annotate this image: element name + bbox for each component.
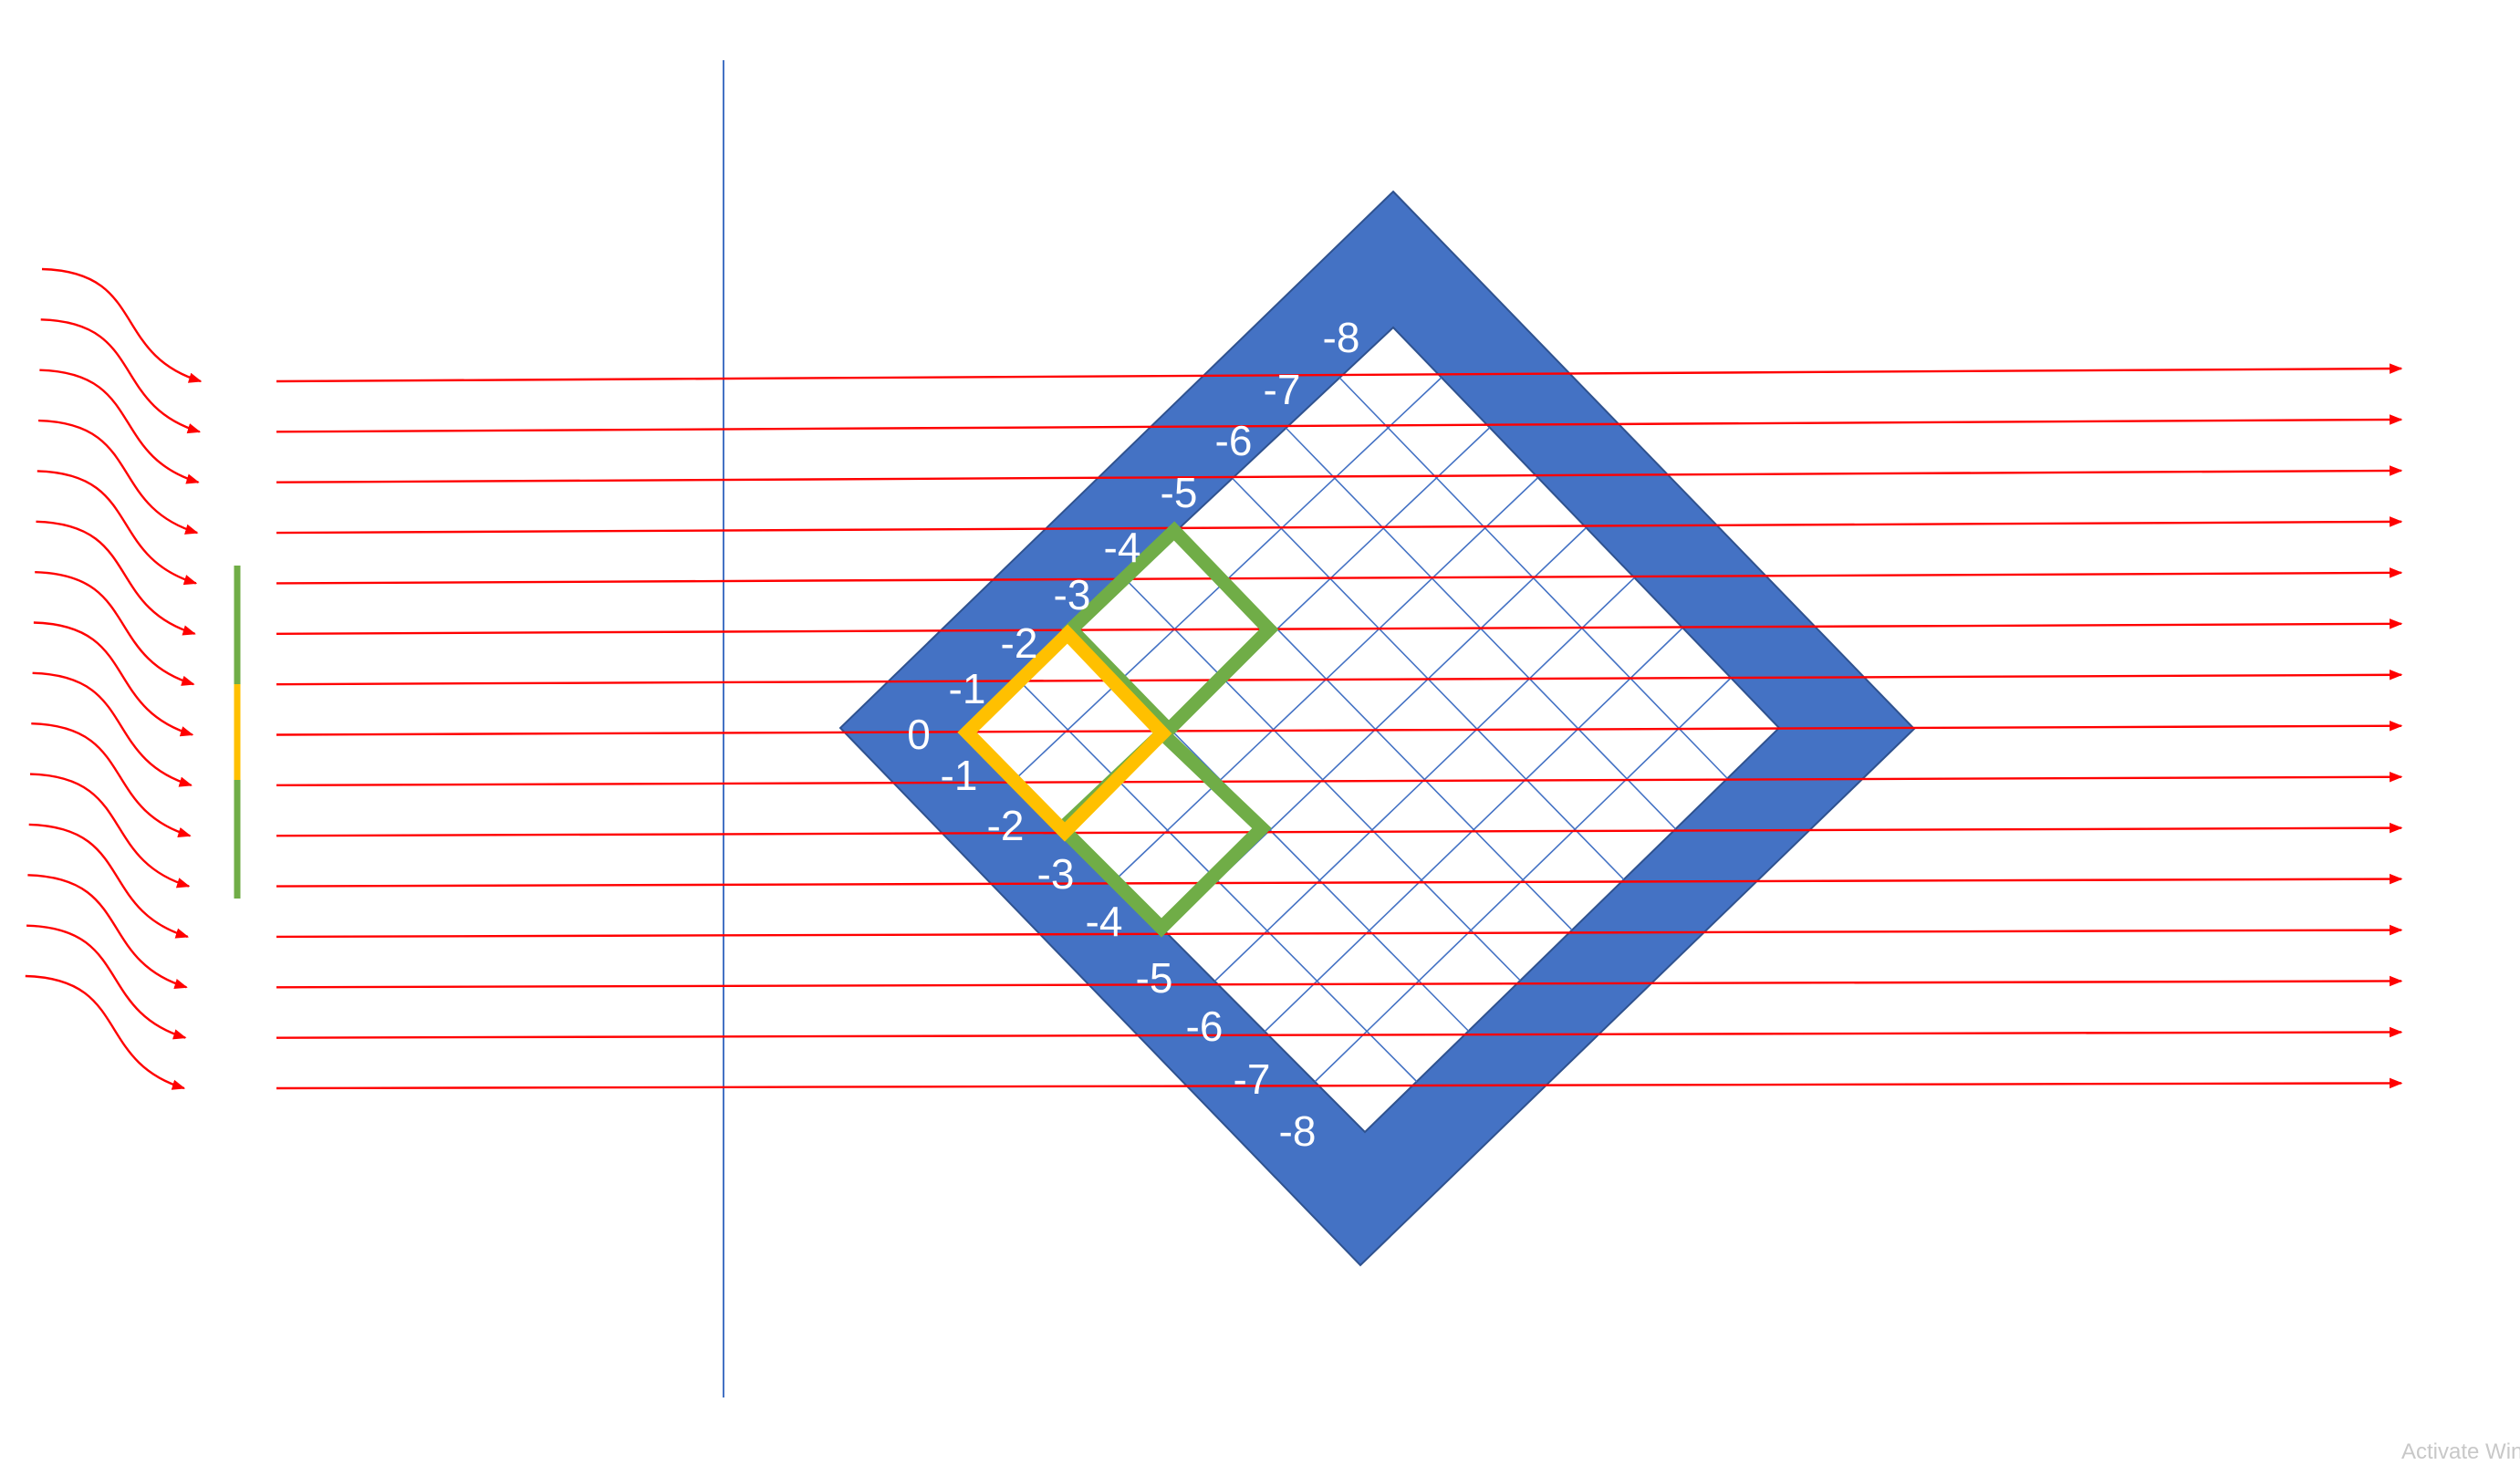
label-upper-neg8: -8 bbox=[1323, 314, 1360, 361]
ray-9 bbox=[276, 771, 2403, 787]
label-lower-neg6: -6 bbox=[1186, 1003, 1224, 1050]
wave-arrow-15 bbox=[25, 974, 186, 1090]
label-upper-neg3: -3 bbox=[1054, 571, 1091, 618]
lower-edge-labels: -1 -2 -3 -4 -5 -6 -7 -8 bbox=[941, 752, 1317, 1155]
ray-2 bbox=[276, 414, 2403, 433]
ray-13 bbox=[276, 975, 2403, 989]
grid-line-a-7 bbox=[1314, 677, 1732, 1083]
upper-green-square bbox=[1061, 521, 1279, 740]
wave-arrow-12 bbox=[28, 823, 190, 939]
ray-15 bbox=[276, 1077, 2403, 1090]
wave-arrow-14 bbox=[26, 924, 187, 1040]
label-upper-neg7: -7 bbox=[1264, 366, 1301, 413]
wave-arrow-1 bbox=[41, 267, 203, 383]
label-lower-neg8: -8 bbox=[1279, 1107, 1317, 1155]
label-upper-0: 0 bbox=[907, 711, 931, 758]
ray-14 bbox=[276, 1026, 2403, 1039]
wave-arrow-2 bbox=[40, 318, 202, 434]
wave-arrow-3 bbox=[39, 369, 200, 484]
label-upper-neg1: -1 bbox=[949, 665, 986, 712]
ray-5 bbox=[276, 567, 2403, 585]
horizontal-rays bbox=[276, 363, 2403, 1090]
wave-arrow-6 bbox=[36, 520, 196, 636]
ray-6 bbox=[276, 618, 2403, 635]
wave-arrow-4 bbox=[38, 419, 199, 535]
label-lower-neg7: -7 bbox=[1234, 1055, 1271, 1103]
center-yellow-square bbox=[957, 624, 1172, 842]
ray-10 bbox=[276, 822, 2403, 837]
label-lower-neg2: -2 bbox=[987, 802, 1025, 849]
ray-12 bbox=[276, 924, 2403, 939]
activation-watermark: Activate Windows bbox=[2401, 1439, 2520, 1464]
wave-arrow-7 bbox=[35, 570, 195, 686]
label-upper-neg2: -2 bbox=[1001, 619, 1038, 667]
label-upper-neg5: -5 bbox=[1161, 469, 1198, 516]
wave-arrow-10 bbox=[31, 722, 192, 837]
label-upper-neg6: -6 bbox=[1215, 417, 1253, 464]
wave-arrow-9 bbox=[32, 671, 193, 787]
label-lower-neg3: -3 bbox=[1037, 850, 1075, 898]
grid-line-a-6 bbox=[1264, 627, 1683, 1033]
wave-arrow-11 bbox=[29, 773, 191, 888]
ray-4 bbox=[276, 516, 2403, 535]
ray-3 bbox=[276, 465, 2403, 483]
ray-11 bbox=[276, 873, 2403, 888]
label-lower-neg5: -5 bbox=[1136, 954, 1173, 1002]
incoming-wave-arrows bbox=[25, 267, 203, 1090]
ray-1 bbox=[276, 363, 2403, 383]
wave-arrow-13 bbox=[27, 874, 188, 990]
ray-7 bbox=[276, 670, 2403, 686]
label-lower-neg4: -4 bbox=[1086, 898, 1123, 945]
upper-edge-labels: 0 -1 -2 -3 -4 -5 -6 -7 -8 bbox=[907, 314, 1359, 758]
label-upper-neg4: -4 bbox=[1104, 524, 1141, 571]
grid-line-a-5 bbox=[1213, 577, 1635, 982]
ray-8 bbox=[276, 720, 2403, 736]
wave-arrow-8 bbox=[33, 621, 194, 737]
wave-arrow-5 bbox=[36, 470, 198, 586]
label-lower-neg1: -1 bbox=[941, 752, 978, 799]
